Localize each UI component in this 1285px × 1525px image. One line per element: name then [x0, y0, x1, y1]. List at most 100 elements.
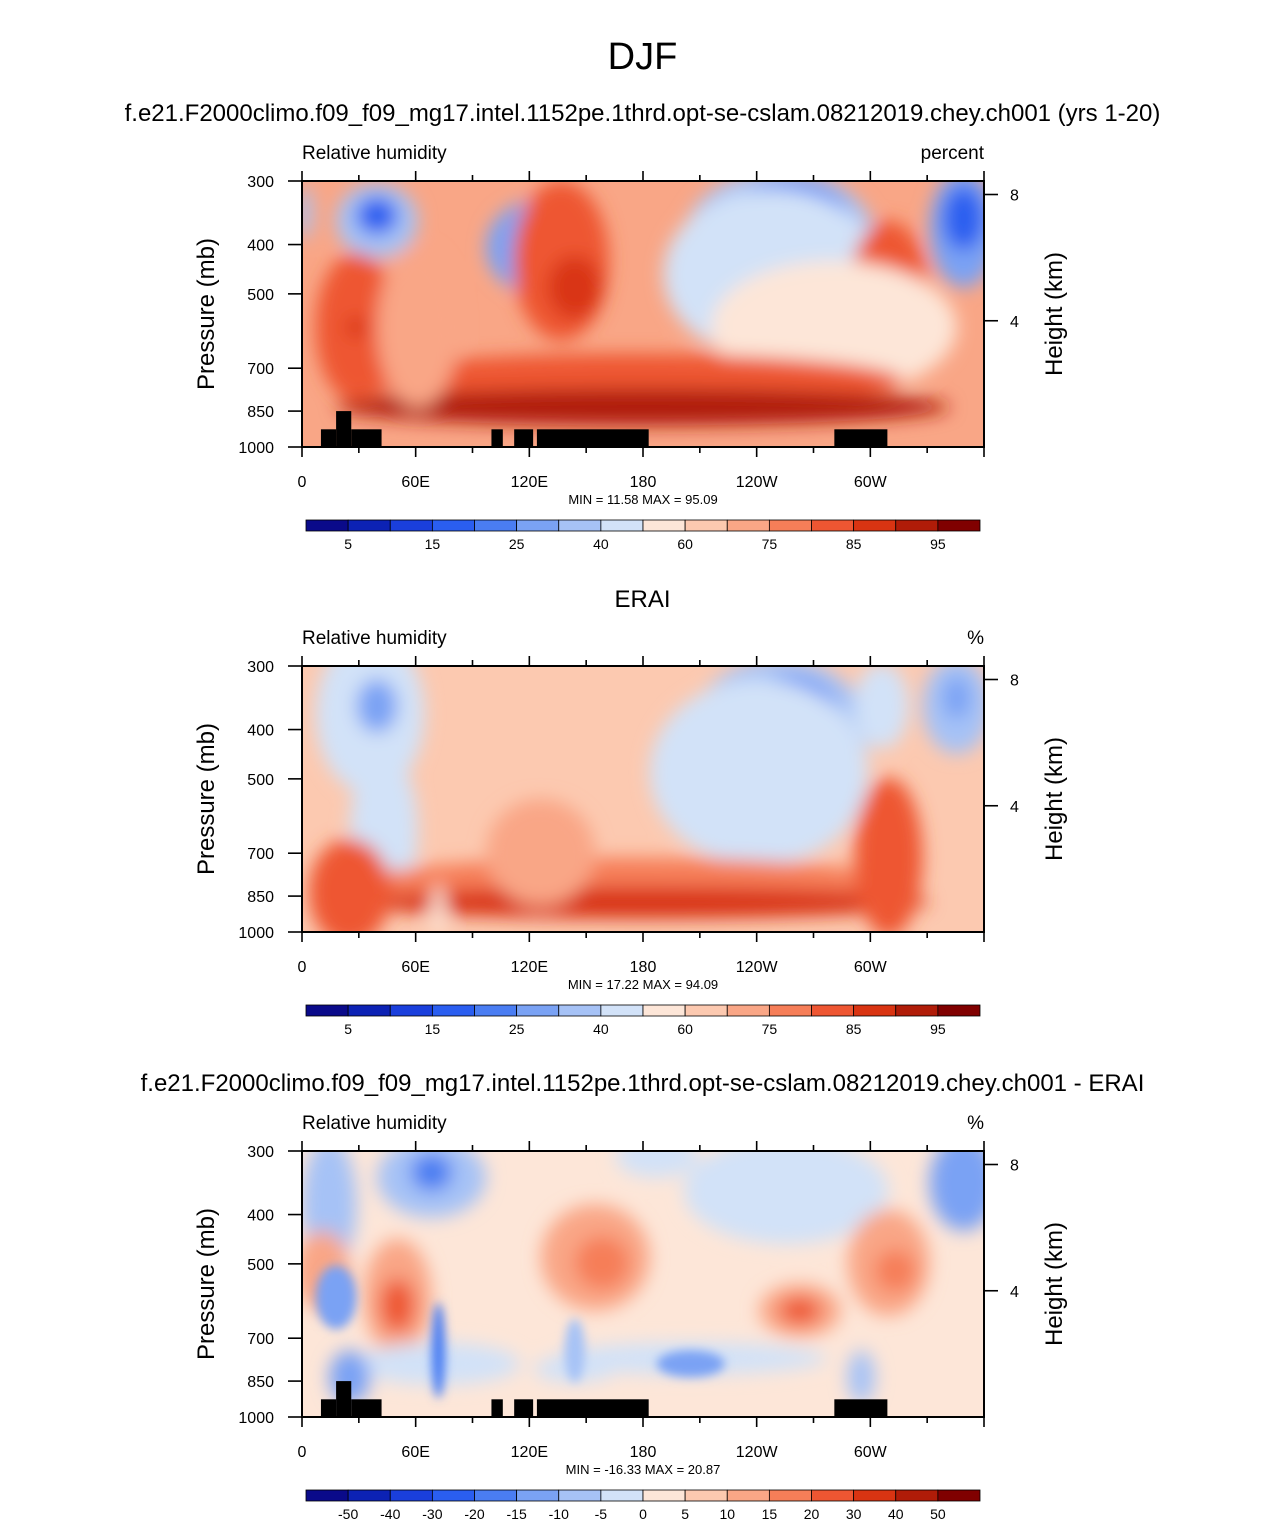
colorbar-box [431, 1489, 475, 1502]
colorbar-label: 40 [888, 1506, 904, 1522]
colorbar-box [474, 519, 518, 532]
contour-blob [615, 1151, 698, 1178]
colorbar-box [516, 519, 560, 532]
x-tick-label: 60E [401, 959, 429, 976]
y-tick-label: 400 [247, 238, 274, 255]
colorbar-box [768, 1004, 812, 1017]
y-tick-label: 300 [247, 659, 274, 676]
min-max-stats: MIN = 17.22 MAX = 94.09 [568, 977, 718, 992]
y-tick-label: 1000 [238, 1410, 274, 1427]
contour-blob [649, 679, 869, 866]
colorbar-box [642, 1489, 686, 1502]
panel-2-title: ERAI [614, 586, 671, 613]
colorbar-box [642, 1004, 686, 1017]
colorbar-label: -50 [338, 1506, 358, 1522]
units-label: percent [921, 143, 985, 164]
y-axis-label: Pressure (mb) [193, 723, 220, 875]
y2-axis-label: Height (km) [1041, 737, 1068, 861]
y-tick-label: 850 [247, 404, 274, 421]
colorbar-label: -5 [595, 1506, 608, 1522]
colorbar-box [347, 1489, 391, 1502]
colorbar-label: 5 [344, 536, 352, 552]
contour-blob [302, 186, 313, 240]
land-mask [514, 1399, 534, 1417]
colorbar-label: 95 [930, 536, 946, 552]
colorbar-label: 25 [509, 1021, 525, 1037]
colorbar-box [305, 1489, 349, 1502]
contour-blob [356, 679, 398, 733]
height-tick-label: 4 [1010, 314, 1019, 331]
y-tick-label: 700 [247, 846, 274, 863]
contour-blob [547, 255, 603, 320]
land-mask [514, 429, 534, 447]
colorbar-box [684, 519, 728, 532]
variable-label: Relative humidity [302, 1113, 447, 1134]
variable-label: Relative humidity [302, 628, 447, 649]
colorbar-box [474, 1489, 518, 1502]
contour-blob [411, 1153, 453, 1191]
colorbar-box [895, 519, 939, 532]
colorbar-label: 75 [762, 536, 778, 552]
y-tick-label: 850 [247, 889, 274, 906]
contour-blob [874, 1249, 916, 1292]
x-tick-label: 0 [298, 474, 307, 491]
x-tick-label: 180 [630, 1444, 657, 1461]
y-tick-label: 700 [247, 361, 274, 378]
contour-blob [346, 316, 367, 338]
contour-blob [656, 1350, 725, 1378]
x-tick-label: 120E [511, 959, 548, 976]
min-max-stats: MIN = -16.33 MAX = 20.87 [566, 1462, 721, 1477]
y-tick-label: 500 [247, 1257, 274, 1274]
contour-blob [356, 886, 930, 919]
x-tick-label: 60E [401, 474, 429, 491]
x-tick-label: 120W [736, 474, 779, 491]
panel-3-title: f.e21.F2000climo.f09_f09_mg17.intel.1152… [140, 1070, 1145, 1097]
contour-blob [943, 676, 971, 720]
contour-blob [336, 388, 950, 426]
y-axis-label: Pressure (mb) [193, 1208, 220, 1360]
y-tick-label: 300 [247, 1144, 274, 1161]
colorbar-box [516, 1004, 560, 1017]
colorbar-box [853, 1004, 897, 1017]
y-axis-label: Pressure (mb) [193, 238, 220, 390]
contour-blob [854, 777, 923, 932]
colorbar-box [853, 1489, 897, 1502]
y2-axis-label: Height (km) [1041, 252, 1068, 376]
colorbar-box [389, 1489, 433, 1502]
x-tick-label: 120E [511, 474, 548, 491]
colorbar-label: 30 [846, 1506, 862, 1522]
contour-blob [929, 1151, 984, 1231]
contour-blob [308, 838, 391, 932]
colorbar-box [768, 519, 812, 532]
x-tick-label: 180 [630, 959, 657, 976]
y-tick-label: 1000 [238, 440, 274, 457]
colorbar-label: 10 [719, 1506, 735, 1522]
colorbar-box [726, 1489, 770, 1502]
colorbar-box [389, 519, 433, 532]
y-tick-label: 500 [247, 772, 274, 789]
land-mask [536, 429, 649, 447]
land-mask [351, 1399, 382, 1417]
colorbar-box [305, 1004, 349, 1017]
colorbar-label: -10 [549, 1506, 569, 1522]
contour-blob [574, 1236, 630, 1290]
y-tick-label: 400 [247, 723, 274, 740]
land-mask [834, 1399, 888, 1417]
contour-layer [308, 666, 984, 932]
land-mask [834, 429, 888, 447]
colorbar-box [600, 519, 644, 532]
colorbar-box [600, 1489, 644, 1502]
contour-layer [302, 181, 984, 426]
land-mask [491, 429, 503, 447]
contour-blob [779, 1297, 821, 1324]
y-tick-label: 850 [247, 1374, 274, 1391]
contour-blob [683, 1151, 889, 1245]
colorbar-box [684, 1004, 728, 1017]
y-tick-label: 1000 [238, 925, 274, 942]
x-tick-label: 120W [736, 1444, 779, 1461]
colorbar-box [600, 1004, 644, 1017]
contour-detail [315, 1265, 725, 1399]
x-tick-label: 120W [736, 959, 779, 976]
x-tick-label: 60W [854, 959, 888, 976]
land-mask [536, 1399, 649, 1417]
